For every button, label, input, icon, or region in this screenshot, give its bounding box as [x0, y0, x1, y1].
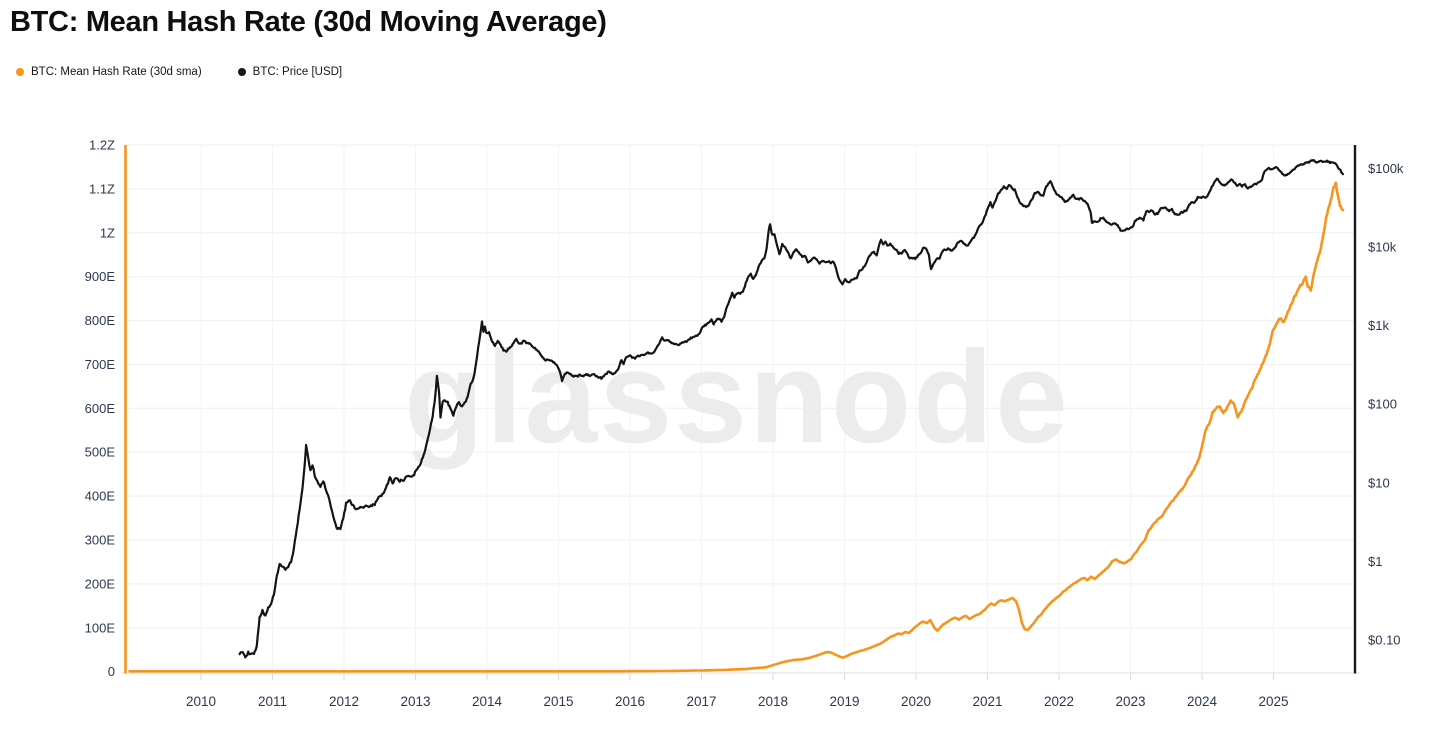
x-axis-tick-label: 2023: [1115, 694, 1145, 709]
x-axis-tick-label: 2018: [758, 694, 788, 709]
axis-labels: 0 100E 200E 300E 400E 500E 600E 700E 800E 900E 1Z 1…: [85, 138, 1404, 710]
left-axis-tick-label: 200E: [85, 576, 116, 591]
x-axis-tick-label: 2015: [543, 694, 573, 709]
right-axis-tick-label: $10: [1368, 475, 1390, 490]
x-axis-tick-label: 2019: [829, 694, 859, 709]
left-axis-tick-label: 0: [108, 664, 115, 679]
x-axis-tick-label: 2011: [258, 694, 287, 709]
chart-legend: BTC: Mean Hash Rate (30d sma) BTC: Price…: [16, 66, 342, 78]
left-axis-tick-label: 400E: [85, 489, 116, 504]
hash-rate-swatch-icon: [16, 68, 24, 76]
legend-item-price[interactable]: BTC: Price [USD]: [237, 66, 343, 78]
price-swatch-icon: [237, 68, 246, 76]
hash-rate-series-line: [128, 181, 1345, 673]
price-series-line: [238, 159, 1344, 659]
left-axis-tick-label: 600E: [85, 401, 116, 416]
x-axis-tick-label: 2017: [686, 694, 716, 709]
left-axis-tick-label: 800E: [85, 313, 116, 328]
left-axis-tick-label: 900E: [85, 269, 116, 284]
right-axis-tick-label: $1k: [1368, 318, 1389, 333]
left-axis-tick-label: 700E: [85, 357, 116, 372]
right-axis-tick-label: $0.10: [1368, 633, 1401, 648]
x-axis-tick-label: 2013: [400, 694, 430, 709]
right-axis-tick-label: $1: [1368, 554, 1382, 569]
left-axis-tick-label: 300E: [85, 533, 116, 548]
legend-item-hash-rate[interactable]: BTC: Mean Hash Rate (30d sma): [16, 66, 202, 78]
gridlines: [120, 144, 1360, 680]
x-axis-tick-label: 2020: [901, 694, 931, 709]
x-axis-tick-label: 2024: [1187, 694, 1218, 709]
x-axis-tick-label: 2022: [1044, 694, 1074, 709]
legend-label-price: BTC: Price [USD]: [252, 66, 343, 78]
left-axis-tick-label: 100E: [85, 620, 116, 635]
legend-label-hash-rate: BTC: Mean Hash Rate (30d sma): [31, 66, 202, 78]
x-axis-tick-label: 2012: [329, 694, 359, 709]
x-axis-tick-label: 2016: [615, 694, 645, 709]
left-axis-tick-label: 1Z: [100, 225, 115, 240]
right-axis-tick-label: $100: [1368, 397, 1397, 412]
x-axis-tick-label: 2021: [972, 694, 1002, 709]
right-axis-tick-label: $100k: [1368, 161, 1404, 176]
page-title: BTC: Mean Hash Rate (30d Moving Average): [10, 6, 607, 38]
left-axis-tick-label: 500E: [85, 445, 116, 460]
left-axis-tick-label: 1.1Z: [89, 181, 115, 196]
x-axis-tick-label: 2025: [1258, 694, 1288, 709]
left-axis-tick-label: 1.2Z: [89, 138, 115, 153]
x-axis-tick-label: 2014: [472, 694, 503, 709]
x-axis-tick-label: 2010: [186, 694, 216, 709]
right-axis-tick-label: $10k: [1368, 240, 1397, 255]
glassnode-watermark: glassnode: [404, 323, 1070, 470]
